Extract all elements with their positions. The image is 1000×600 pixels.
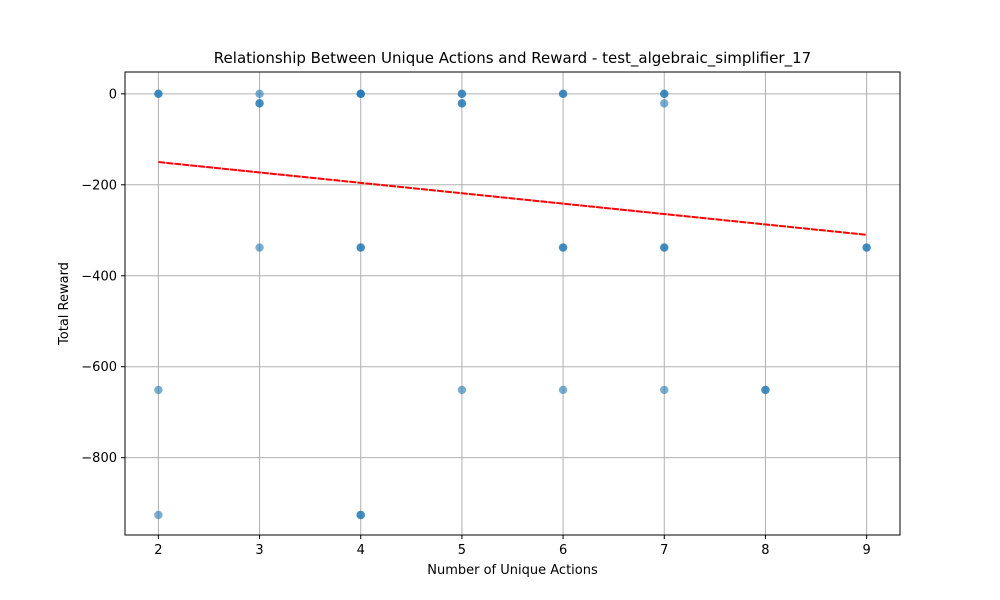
data-point: [660, 99, 669, 108]
trend-line-layer: [158, 161, 867, 236]
data-point: [862, 243, 871, 252]
trend-line: [158, 161, 867, 236]
data-point: [255, 99, 264, 108]
chart-title: Relationship Between Unique Actions and …: [214, 49, 811, 68]
scatter-points: [154, 89, 871, 520]
y-tick-label: −200: [81, 178, 117, 193]
y-axis-label: Total Reward: [57, 262, 72, 346]
x-axis-label: Number of Unique Actions: [427, 563, 598, 578]
y-tick-label: −600: [81, 360, 117, 375]
x-tick-label: 3: [255, 543, 263, 558]
data-point: [457, 385, 467, 395]
x-tick-label: 8: [761, 543, 769, 558]
data-point: [255, 89, 264, 99]
y-tick-label: −800: [81, 451, 117, 466]
data-point: [154, 385, 163, 395]
x-tick-label: 6: [559, 543, 567, 558]
y-tick-label: −400: [81, 269, 117, 284]
data-point: [356, 510, 365, 520]
data-point: [356, 243, 365, 252]
x-tick-label: 2: [154, 543, 162, 558]
data-point: [660, 243, 669, 252]
x-tick-label: 5: [458, 543, 466, 558]
grid: [125, 72, 900, 535]
data-point: [558, 89, 568, 99]
x-tick-label: 9: [862, 543, 870, 558]
data-point: [457, 89, 467, 99]
data-point: [154, 89, 163, 99]
data-point: [457, 99, 467, 108]
ticks: 2 3 4 5 6 7 8 9 0 −200 −400 −600 −800: [81, 87, 870, 558]
data-point: [558, 243, 568, 252]
data-point: [761, 385, 770, 395]
data-point: [660, 385, 669, 395]
x-tick-label: 7: [660, 543, 668, 558]
data-point: [660, 89, 669, 99]
y-tick-label: 0: [109, 87, 117, 102]
x-tick-label: 4: [357, 543, 365, 558]
data-point: [356, 89, 365, 99]
data-point: [558, 385, 568, 395]
axes-frame: [124, 71, 901, 536]
data-point: [255, 243, 264, 252]
data-point: [154, 510, 163, 520]
